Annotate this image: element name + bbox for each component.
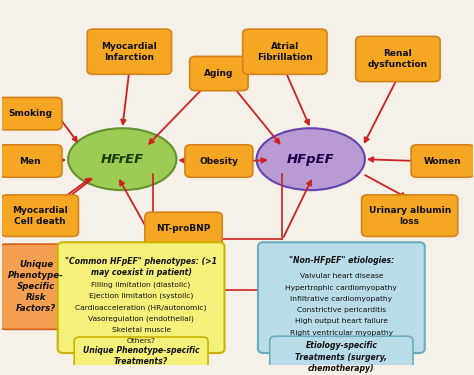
Text: "Common HFpEF" phenotypes: (>1
may coexist in patient): "Common HFpEF" phenotypes: (>1 may coexi…	[65, 257, 217, 277]
Text: Myocardial
Cell death: Myocardial Cell death	[12, 206, 68, 226]
Text: Urinary albumin
loss: Urinary albumin loss	[369, 206, 451, 226]
Text: "Non-HFpEF" etiologies:: "Non-HFpEF" etiologies:	[289, 256, 394, 265]
FancyBboxPatch shape	[190, 57, 248, 91]
Text: Hypertrophic cardiomyopathy: Hypertrophic cardiomyopathy	[285, 285, 397, 291]
FancyBboxPatch shape	[362, 195, 458, 237]
Text: Obesity: Obesity	[200, 156, 238, 165]
Text: Atrial
Fibrillation: Atrial Fibrillation	[257, 42, 313, 62]
Text: Smoking: Smoking	[9, 109, 53, 118]
Text: Myocardial
Infarction: Myocardial Infarction	[101, 42, 157, 62]
Text: Unique
Phenotype-
Specific
Risk
Factors?: Unique Phenotype- Specific Risk Factors?	[8, 260, 64, 314]
Text: NT-proBNP: NT-proBNP	[156, 224, 211, 233]
FancyBboxPatch shape	[243, 29, 327, 74]
FancyBboxPatch shape	[1, 195, 79, 237]
Text: Skeletal muscle: Skeletal muscle	[111, 327, 171, 333]
FancyBboxPatch shape	[411, 145, 474, 177]
FancyBboxPatch shape	[258, 242, 425, 353]
FancyBboxPatch shape	[145, 212, 222, 244]
Text: Men: Men	[19, 156, 41, 165]
FancyBboxPatch shape	[0, 145, 62, 177]
Text: Filling limitation (diastolic): Filling limitation (diastolic)	[91, 282, 191, 288]
Text: Aging: Aging	[204, 69, 234, 78]
Text: Women: Women	[424, 156, 462, 165]
Text: Renal
dysfunction: Renal dysfunction	[368, 49, 428, 69]
Text: HFpEF: HFpEF	[287, 153, 335, 166]
Text: Unique Phenotype-specific
Treatments?: Unique Phenotype-specific Treatments?	[83, 346, 200, 366]
Text: HFrEF: HFrEF	[100, 153, 144, 166]
Text: Valvular heart disease: Valvular heart disease	[300, 273, 383, 279]
Text: Right ventricular myopathy: Right ventricular myopathy	[290, 330, 393, 336]
Ellipse shape	[68, 128, 176, 190]
Text: Cardioacceleration (HR/autonomic): Cardioacceleration (HR/autonomic)	[75, 304, 207, 311]
Text: Vasoregulation (endothelial): Vasoregulation (endothelial)	[88, 315, 194, 322]
FancyBboxPatch shape	[0, 98, 62, 130]
FancyBboxPatch shape	[87, 29, 172, 74]
Text: High output heart failure: High output heart failure	[295, 318, 388, 324]
FancyBboxPatch shape	[185, 145, 253, 177]
FancyBboxPatch shape	[0, 244, 73, 329]
Text: Constrictive pericarditis: Constrictive pericarditis	[297, 307, 386, 313]
FancyBboxPatch shape	[356, 36, 440, 82]
FancyBboxPatch shape	[270, 336, 413, 375]
Text: Infiltrative cardiomyopathy: Infiltrative cardiomyopathy	[290, 296, 392, 302]
Text: Others?: Others?	[127, 338, 155, 344]
FancyBboxPatch shape	[58, 242, 225, 353]
Text: Ejection limitation (systolic): Ejection limitation (systolic)	[89, 293, 193, 299]
FancyBboxPatch shape	[74, 337, 208, 375]
Ellipse shape	[256, 128, 365, 190]
Text: Etiology-specific
Treatments (surgery,
chemotherapy): Etiology-specific Treatments (surgery, c…	[295, 342, 387, 373]
